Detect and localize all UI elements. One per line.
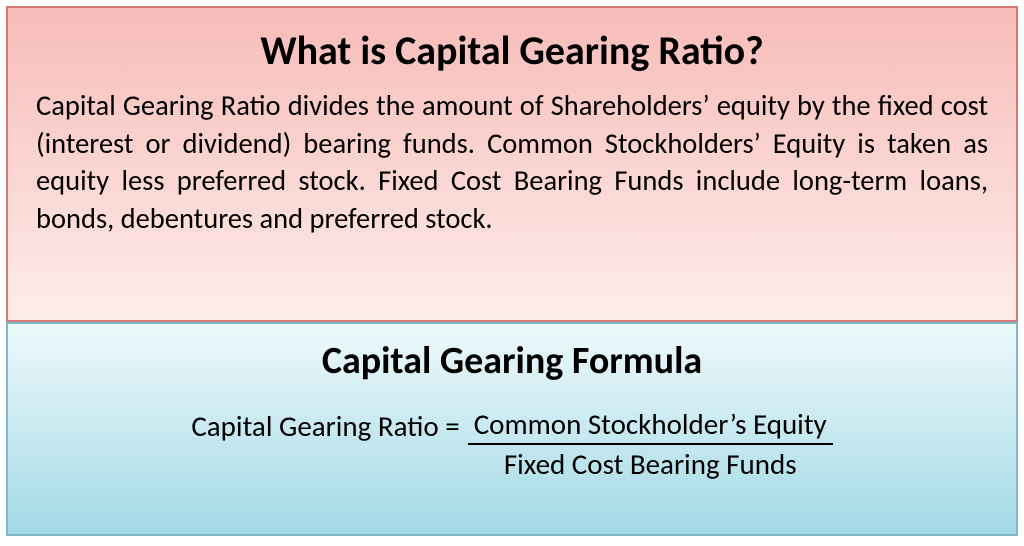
formula-lhs: Capital Gearing Ratio = <box>191 406 459 444</box>
formula-numerator: Common Stockholder’s Equity <box>468 406 833 445</box>
formula-fraction: Common Stockholder’s Equity Fixed Cost B… <box>468 406 833 482</box>
formula-expression: Capital Gearing Ratio = Common Stockhold… <box>36 406 988 482</box>
definition-panel: What is Capital Gearing Ratio? Capital G… <box>6 6 1018 322</box>
formula-heading: Capital Gearing Formula <box>36 338 988 384</box>
definition-body: Capital Gearing Ratio divides the amount… <box>36 87 988 237</box>
formula-panel: Capital Gearing Formula Capital Gearing … <box>6 322 1018 536</box>
formula-denominator: Fixed Cost Bearing Funds <box>504 445 797 482</box>
definition-heading: What is Capital Gearing Ratio? <box>36 26 988 75</box>
